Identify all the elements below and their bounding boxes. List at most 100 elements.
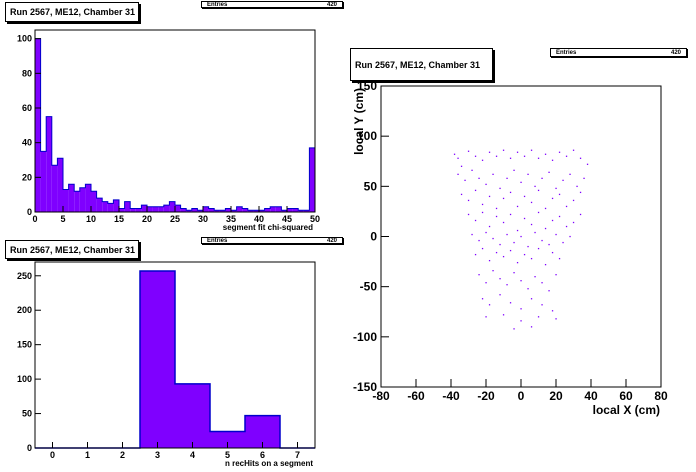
chi2-x-tick-label: 15 [114, 214, 124, 224]
localxy-point [499, 187, 501, 190]
localxy-point [534, 276, 536, 278]
localxy-point [457, 157, 459, 159]
localxy-point [467, 150, 470, 152]
localxy-point [523, 195, 526, 198]
chi2-bar [214, 210, 220, 212]
chi2-bar [63, 189, 69, 212]
localxy-point [555, 233, 557, 236]
localxy-point [478, 274, 480, 276]
localxy-y-tick-label: 50 [364, 179, 378, 193]
localxy-point [520, 320, 522, 322]
localxy-point [481, 247, 484, 250]
localxy-x-tick-label: 40 [584, 389, 598, 403]
chi2-bar [219, 210, 226, 212]
localxy-point [541, 177, 543, 180]
localxy-scatter: -80 -60 -40 -20 0 20 40 60 80 -150 -100 -50 0 50 100 15… [352, 79, 668, 417]
localxy-point [485, 183, 487, 186]
localxy-point [485, 316, 487, 318]
nrechits-y-tick-label: 100 [17, 374, 32, 384]
localxy-point [551, 159, 554, 161]
localxy-point [558, 215, 561, 218]
nrechits-y-tick-label: 200 [17, 305, 32, 315]
localxy-point [502, 221, 505, 224]
localxy-x-tick-label: 60 [619, 389, 633, 403]
nrechits-chart-title: Run 2567, ME12, Chamber 31 [5, 240, 139, 259]
localxy-point [506, 233, 508, 236]
localxy-point [481, 203, 484, 206]
localxy-point [562, 241, 564, 244]
chi2-entries-value: 420 [326, 1, 337, 8]
chi2-bar [158, 206, 164, 212]
chi2-bar [169, 201, 175, 212]
localxy-point [544, 263, 547, 266]
localxy-point [474, 189, 477, 192]
chi2-bar [298, 210, 304, 212]
chi2-histogram: 0 5 10 15 20 25 30 35 40 45 50 0 20 40 60 80 100 segment… [17, 29, 320, 232]
chi2-bar [79, 187, 86, 212]
localxy-point [488, 304, 491, 306]
chi2-y-tick-label: 0 [27, 207, 32, 217]
localxy-point [481, 211, 484, 214]
chi2-bar [197, 210, 203, 212]
nrechits-x-tick-label: 7 [295, 450, 300, 460]
localxy-y-tick-label: 150 [357, 79, 377, 93]
localxy-point [579, 213, 582, 216]
localxy-entries-value: 420 [670, 49, 681, 56]
localxy-point [558, 257, 561, 260]
chi2-x-tick-label: 30 [198, 214, 208, 224]
localxy-x-tick-label: -40 [442, 389, 460, 403]
chi2-x-tick-label: 25 [170, 214, 180, 224]
localxy-point [548, 243, 550, 246]
localxy-point [555, 318, 557, 320]
chi2-bar [309, 147, 315, 212]
localxy-point [509, 191, 512, 194]
chi2-stats-box: Entries 420 [201, 1, 343, 8]
localxy-point [579, 191, 582, 194]
localxy-point [495, 215, 498, 218]
localxy-point [502, 197, 505, 200]
localxy-point [548, 290, 550, 292]
localxy-stats-box: Entries 420 [550, 48, 687, 57]
localxy-point [481, 159, 484, 161]
localxy-point [534, 231, 536, 234]
chi2-bar [203, 206, 209, 212]
localxy-point [530, 298, 533, 300]
localxy-point [572, 199, 575, 202]
chi2-bar [264, 208, 271, 212]
localxy-point [492, 173, 494, 175]
nrechits-x-tick-label: 2 [120, 450, 125, 460]
chi2-bar [270, 206, 276, 212]
localxy-point [474, 219, 477, 222]
chi2-bar [247, 210, 254, 212]
localxy-point [541, 304, 543, 306]
localxy-point [488, 225, 491, 228]
localxy-point [492, 237, 494, 240]
nrechits-stats-box: Entries 420 [201, 237, 343, 244]
chi2-bar [231, 210, 237, 212]
nrechits-x-tick-label: 6 [260, 450, 265, 460]
localxy-point [523, 253, 526, 256]
localxy-point [565, 205, 568, 208]
nrechits-histogram: 0 1 2 3 4 5 6 7 0 50 100 150 200 250 n recHits on a s… [17, 261, 316, 468]
chi2-bar [57, 158, 63, 212]
localxy-point [520, 181, 522, 184]
localxy-point [453, 153, 456, 155]
chi2-bar [163, 205, 170, 212]
localxy-point [579, 157, 582, 159]
chi2-x-tick-label: 45 [282, 214, 292, 224]
localxy-y-tick-label: -100 [353, 330, 377, 344]
localxy-point [499, 278, 501, 280]
localxy-point [509, 213, 512, 216]
chi2-bar [186, 210, 192, 212]
localxy-point [478, 177, 480, 180]
localxy-point [530, 201, 533, 204]
localxy-point [551, 197, 554, 200]
localxy-point [544, 153, 547, 155]
localxy-point [488, 195, 491, 198]
localxy-point [527, 288, 529, 290]
localxy-point [464, 179, 466, 182]
localxy-point [541, 282, 543, 284]
localxy-y-tick-label: 0 [370, 230, 377, 244]
chi2-bar [119, 208, 125, 212]
chi2-bar [102, 201, 108, 212]
